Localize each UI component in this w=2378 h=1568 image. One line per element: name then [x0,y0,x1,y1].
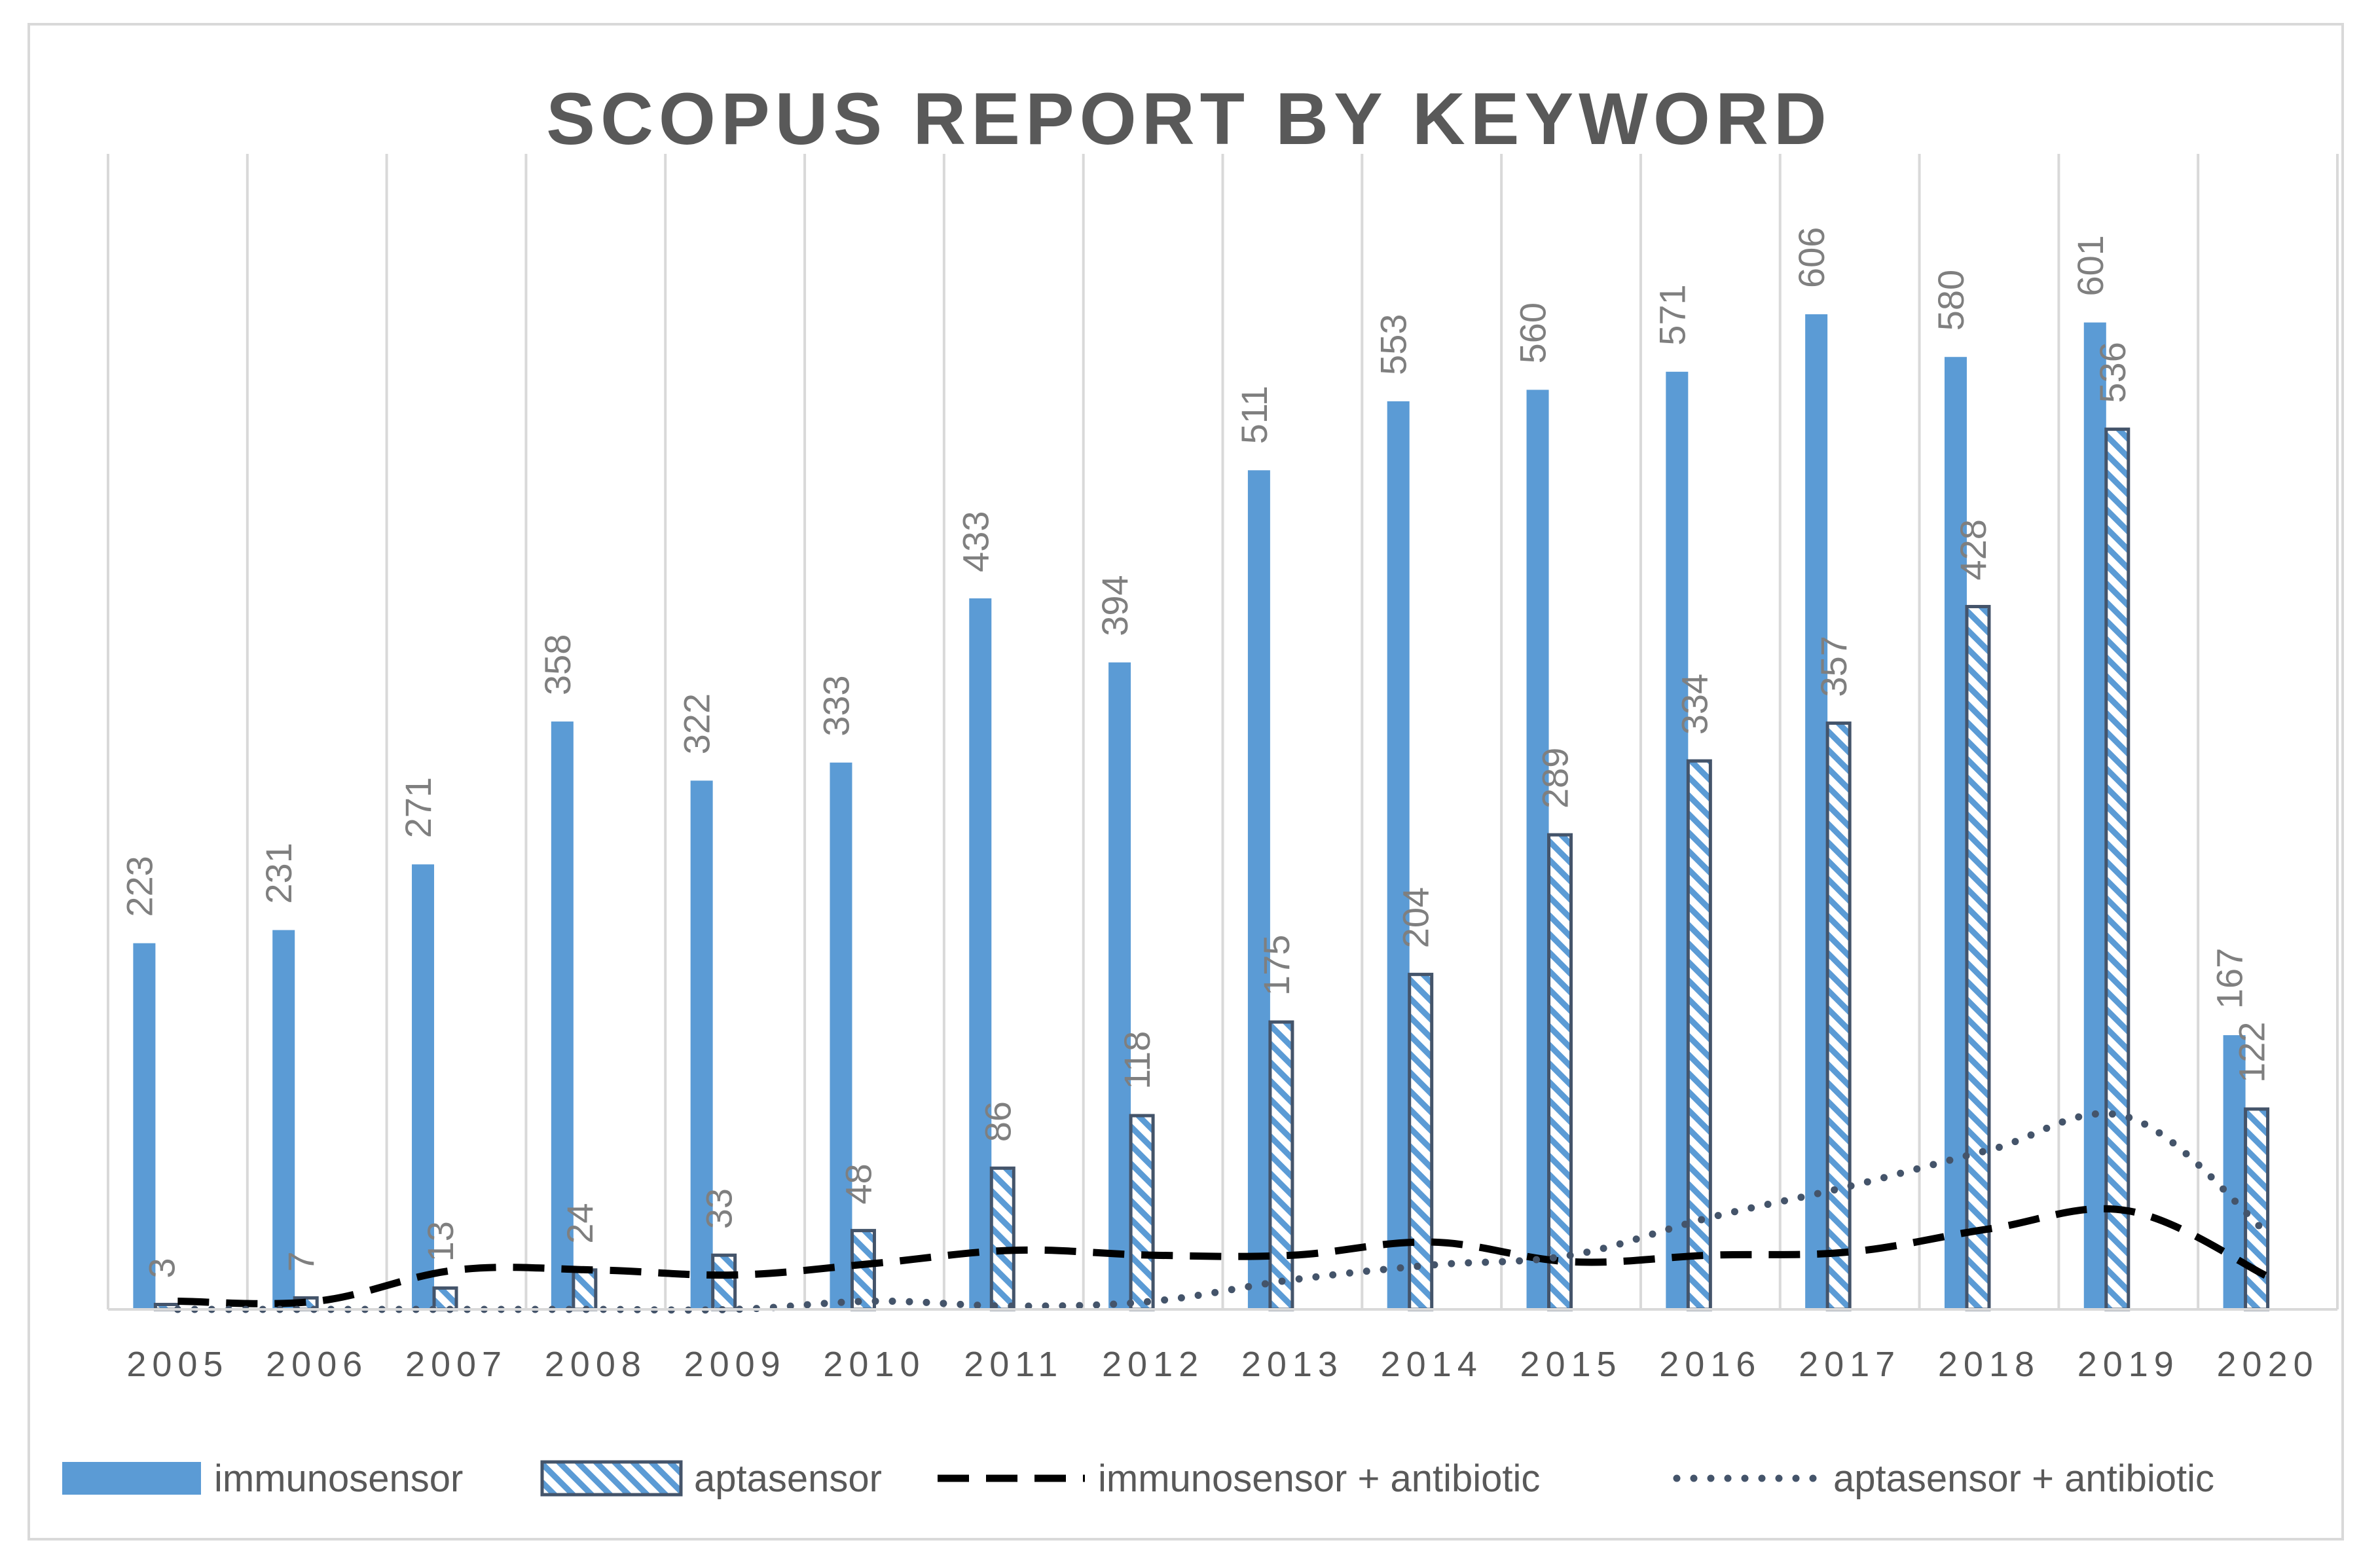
data-label-immunosensor-2011: 433 [955,511,996,572]
data-label-aptasensor-2019: 536 [2092,342,2133,403]
data-label-immunosensor-2009: 322 [676,693,718,754]
bar-immunosensor-2017 [1805,314,1828,1309]
x-tick-label-2011: 2011 [964,1345,1063,1384]
x-tick-label-2017: 2017 [1799,1345,1901,1384]
x-tick-label-2010: 2010 [823,1345,925,1384]
data-label-immunosensor-2015: 560 [1512,302,1554,363]
bar-immunosensor-2018 [1944,357,1967,1310]
bar-immunosensor-2006 [272,930,295,1309]
bar-aptasensor-2008 [572,1268,598,1311]
x-tick-label-2009: 2009 [684,1345,786,1384]
legend-item-aptasensor-antibiotic: aptasensor + antibiotic [1673,1457,2214,1500]
legend-item-immunosensor: immunosensor [62,1457,463,1500]
x-tick-label-2018: 2018 [1938,1345,2040,1384]
x-axis: 2005 2006 2007 2008 2009 2010 2011 2012 2013 2014… [108,1308,2337,1384]
data-label-aptasensor-2016: 334 [1674,674,1715,735]
x-tick-label-2008: 2008 [545,1345,647,1384]
x-tick-label-2016: 2016 [1659,1345,1761,1384]
bar-aptasensor-2016 [1686,759,1712,1311]
data-label-aptasensor-2006: 7 [280,1251,321,1271]
data-label-immunosensor-2006: 231 [258,843,299,903]
data-label-aptasensor-2018: 428 [1952,519,1994,580]
data-label-aptasensor-2005: 3 [141,1258,182,1278]
bar-aptasensor-2018 [1965,604,1991,1311]
data-label-immunosensor-2018: 580 [1930,270,1971,331]
data-label-immunosensor-2017: 606 [1791,227,1832,288]
bar-immunosensor-2015 [1526,390,1549,1309]
data-label-aptasensor-2017: 357 [1813,636,1854,697]
bar-immunosensor-2007 [412,864,435,1309]
bar-aptasensor-2010 [850,1229,876,1311]
x-tick-label-2015: 2015 [1520,1345,1622,1384]
bar-immunosensor-2010 [830,762,852,1309]
bar-aptasensor-2009 [711,1253,737,1311]
bars [133,314,2270,1311]
x-tick-label-2007: 2007 [405,1345,507,1384]
bar-immunosensor-2009 [690,780,713,1309]
legend: immunosensor aptasensor immunosensor + ant… [62,1457,2214,1500]
chart-title: SCOPUS REPORT BY KEYWORD [546,78,1832,160]
legend-label: aptasensor [694,1457,882,1500]
data-label-immunosensor-2012: 394 [1094,575,1135,636]
x-tick-label-2020: 2020 [2217,1345,2319,1384]
bar-immunosensor-2016 [1666,371,1689,1310]
x-tick-label-2006: 2006 [266,1345,368,1384]
data-label-aptasensor-2020: 122 [2231,1022,2273,1083]
x-tick-label-2013: 2013 [1241,1345,1344,1384]
bar-immunosensor-2005 [133,943,156,1309]
data-label-immunosensor-2016: 571 [1651,284,1692,345]
data-label-immunosensor-2014: 553 [1373,314,1414,375]
legend-label: immunosensor + antibiotic [1098,1457,1540,1500]
data-label-aptasensor-2012: 118 [1116,1031,1158,1089]
x-tick-label-2012: 2012 [1102,1345,1204,1384]
legend-swatch [62,1462,201,1495]
line-immunosensor-antibiotic [177,1205,2269,1307]
bar-aptasensor-2013 [1268,1020,1294,1311]
legend-item-aptasensor: aptasensor [540,1457,882,1500]
data-label-immunosensor-2008: 358 [537,634,578,695]
bar-aptasensor-2014 [1408,972,1434,1311]
bar-immunosensor-2008 [551,721,574,1309]
data-label-immunosensor-2005: 223 [119,856,160,917]
bar-immunosensor-2014 [1387,401,1410,1309]
data-label-aptasensor-2010: 48 [837,1163,879,1204]
bar-aptasensor-2019 [2104,428,2131,1311]
data-label-aptasensor-2011: 86 [977,1101,1018,1142]
data-label-immunosensor-2007: 271 [397,777,439,838]
bar-immunosensor-2013 [1247,470,1270,1310]
bar-aptasensor-2020 [2244,1107,2270,1311]
bar-immunosensor-2019 [2083,322,2106,1309]
legend-item-immunosensor-antibiotic: immunosensor + antibiotic [938,1457,1540,1500]
legend-label: aptasensor + antibiotic [1833,1457,2214,1500]
data-label-aptasensor-2015: 289 [1535,748,1576,809]
bar-aptasensor-2011 [989,1166,1015,1311]
bar-immunosensor-2011 [969,598,992,1309]
data-label-aptasensor-2014: 204 [1395,887,1436,948]
data-label-immunosensor-2013: 511 [1234,386,1275,444]
bar-aptasensor-2012 [1129,1114,1155,1311]
bar-aptasensor-2007 [432,1286,458,1311]
legend-label: immunosensor [214,1457,463,1500]
bar-aptasensor-2017 [1825,721,1852,1311]
x-tick-label-2014: 2014 [1381,1345,1483,1384]
bar-aptasensor-2015 [1547,833,1573,1311]
data-label-aptasensor-2009: 33 [699,1188,740,1229]
data-label-immunosensor-2019: 601 [2070,235,2111,296]
data-label-aptasensor-2013: 175 [1256,935,1297,996]
legend-swatch [540,1460,683,1497]
x-tick-label-2019: 2019 [2077,1345,2180,1384]
grid-lines [107,154,2339,1309]
bar-immunosensor-2012 [1108,662,1131,1309]
data-label-aptasensor-2008: 24 [559,1203,600,1244]
data-label-immunosensor-2020: 167 [2209,948,2250,1009]
series-lines [174,1110,2272,1314]
x-tick-label-2005: 2005 [126,1345,229,1384]
data-label-immunosensor-2010: 333 [815,675,856,736]
data-label-aptasensor-2007: 13 [420,1221,461,1262]
